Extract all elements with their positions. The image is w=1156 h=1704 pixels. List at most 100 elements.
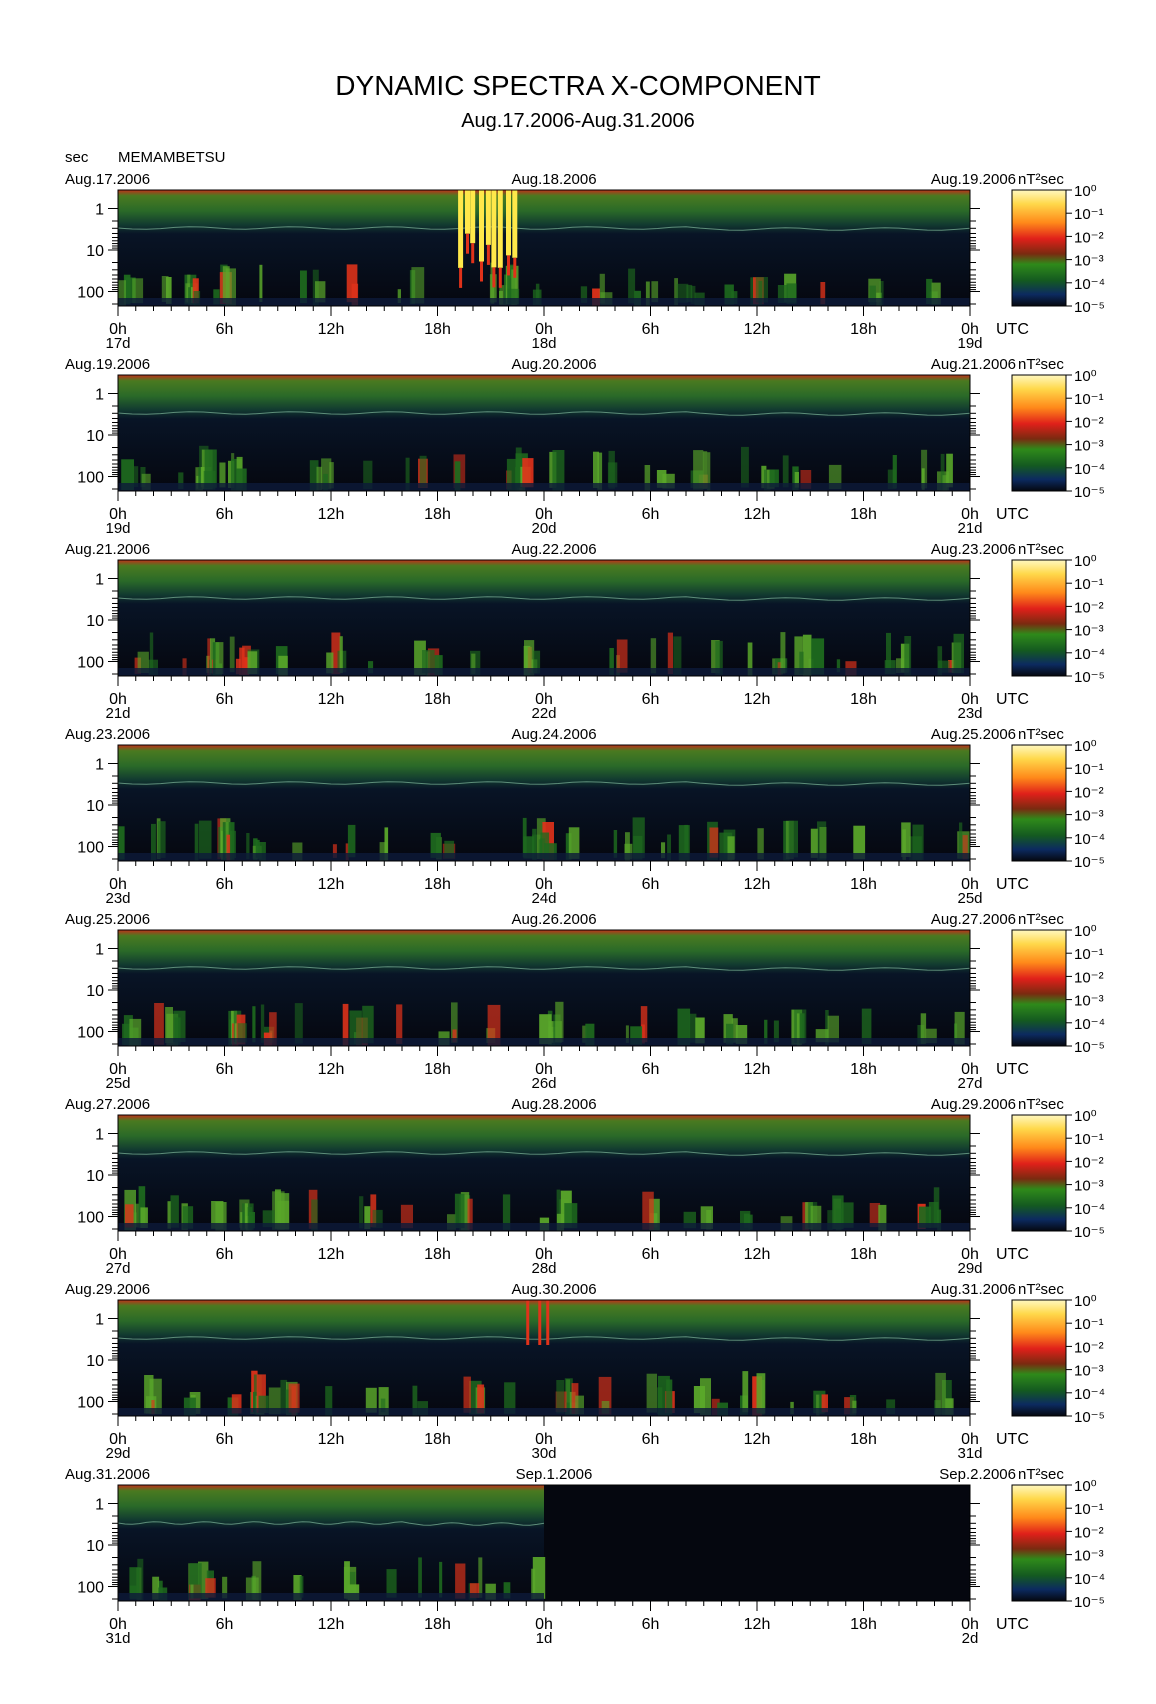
activity-patch xyxy=(174,1017,181,1045)
activity-patch xyxy=(933,1187,940,1228)
burst-spike xyxy=(491,190,497,268)
activity-patch xyxy=(344,1561,350,1599)
colorbar xyxy=(1011,1484,1067,1602)
activity-patch xyxy=(677,1008,691,1046)
activity-patch xyxy=(362,1005,374,1044)
activity-patch xyxy=(205,1578,216,1598)
burst-spike xyxy=(526,1300,530,1345)
activity-patch xyxy=(364,1206,371,1230)
activity-patch xyxy=(827,1015,839,1043)
panel-date-mid: Aug.28.2006 xyxy=(511,1096,596,1113)
activity-patch xyxy=(226,834,231,861)
activity-patch xyxy=(342,1003,349,1046)
x-tick-label: 18h xyxy=(850,1616,877,1633)
burst-spike xyxy=(480,261,483,282)
activity-patch xyxy=(210,638,216,674)
x-tick-label: 0h xyxy=(109,1246,127,1263)
colorbar-tick-label: 10⁻⁵ xyxy=(1074,1594,1105,1611)
activity-patch xyxy=(601,1401,610,1414)
x-tick-label: 18h xyxy=(424,876,451,893)
activity-patch xyxy=(912,824,924,860)
x-axis-unit-label: UTC xyxy=(996,691,1029,708)
day-label: 20d xyxy=(531,520,556,537)
colorbar-tick-label: 10⁻³ xyxy=(1074,993,1104,1010)
activity-patch xyxy=(844,1397,854,1415)
colorbar-tick-label: 10⁻⁴ xyxy=(1074,831,1105,848)
activity-patch xyxy=(661,842,666,859)
panel-date-left: Aug.25.2006 xyxy=(65,911,150,928)
x-tick-label: 12h xyxy=(318,506,345,523)
station-name: MEMAMBETSU xyxy=(118,149,226,166)
x-tick-label: 6h xyxy=(642,506,660,523)
colorbar-tick-label: 10⁻⁵ xyxy=(1074,854,1105,871)
activity-patch xyxy=(129,1585,137,1600)
activity-patch xyxy=(731,1018,738,1043)
activity-patch xyxy=(269,1012,277,1046)
activity-patch xyxy=(204,449,217,488)
activity-patch xyxy=(133,466,139,487)
activity-patch xyxy=(828,464,842,489)
activity-patch xyxy=(625,1025,629,1043)
x-tick-label: 18h xyxy=(424,506,451,523)
activity-patch xyxy=(326,652,334,674)
activity-patch xyxy=(414,640,426,675)
day-label: 22d xyxy=(531,705,556,722)
day-label: 21d xyxy=(105,705,130,722)
x-tick-label: 6h xyxy=(216,876,234,893)
x-tick-label: 12h xyxy=(318,876,345,893)
panel-date-right: Aug.29.2006 xyxy=(931,1096,1016,1113)
colorbar-tick-label: 10⁻³ xyxy=(1074,1363,1104,1380)
activity-patch xyxy=(454,1193,465,1229)
resonance-line xyxy=(117,411,971,416)
panel-date-mid: Aug.22.2006 xyxy=(511,541,596,558)
activity-patch xyxy=(539,1014,552,1045)
activity-patch xyxy=(349,1010,362,1045)
activity-patch xyxy=(540,832,550,859)
x-tick-label: 12h xyxy=(744,876,771,893)
colorbar-tick-label: 10⁻¹ xyxy=(1074,946,1104,963)
colorbar-unit-label: nT²sec xyxy=(1018,541,1064,558)
colorbar-tick-label: 10⁻⁵ xyxy=(1074,1224,1105,1241)
activity-patch xyxy=(800,470,812,489)
x-tick-label: 12h xyxy=(318,1431,345,1448)
activity-patch xyxy=(198,1561,209,1599)
activity-patch xyxy=(396,1004,403,1044)
day-label: 17d xyxy=(105,335,130,352)
y-tick-label: 10 xyxy=(86,798,104,815)
panel-date-mid: Aug.20.2006 xyxy=(511,356,596,373)
y-tick-label: 1 xyxy=(95,1311,104,1328)
x-tick-label: 18h xyxy=(850,1246,877,1263)
colorbar-tick-label: 10⁻³ xyxy=(1074,438,1104,455)
activity-patch xyxy=(693,1386,705,1414)
x-tick-label: 6h xyxy=(216,1431,234,1448)
x-tick-label: 6h xyxy=(642,321,660,338)
x-tick-label: 12h xyxy=(744,1061,771,1078)
activity-patch xyxy=(802,634,812,676)
activity-patch xyxy=(568,827,580,859)
activity-patch xyxy=(190,1584,194,1599)
y-tick-label: 10 xyxy=(86,243,104,260)
activity-patch xyxy=(707,452,711,491)
activity-patch xyxy=(454,461,461,491)
x-tick-label: 12h xyxy=(744,1431,771,1448)
activity-patch xyxy=(869,285,876,305)
activity-patch xyxy=(953,633,964,674)
activity-patch xyxy=(351,283,359,306)
activity-patch xyxy=(609,648,614,675)
x-tick-label: 0h xyxy=(109,1616,127,1633)
activity-patch xyxy=(724,284,734,305)
spectra-panel: Aug.19.2006 Aug.20.2006 Aug.21.2006 nT²sec 1… xyxy=(65,356,1105,537)
y-tick-label: 1 xyxy=(95,571,104,588)
activity-patch xyxy=(315,281,326,303)
activity-patch xyxy=(470,1583,480,1598)
x-tick-label: 12h xyxy=(744,1616,771,1633)
activity-patch xyxy=(832,1195,844,1230)
y-tick-label: 10 xyxy=(86,1353,104,1370)
activity-patch xyxy=(325,1386,333,1416)
activity-patch xyxy=(571,1383,579,1414)
activity-patch xyxy=(422,650,435,674)
colorbar-tick-label: 10⁻¹ xyxy=(1074,1316,1104,1333)
activity-patch xyxy=(650,638,657,674)
day-label: 31d xyxy=(105,1630,130,1647)
activity-patch xyxy=(213,289,220,305)
